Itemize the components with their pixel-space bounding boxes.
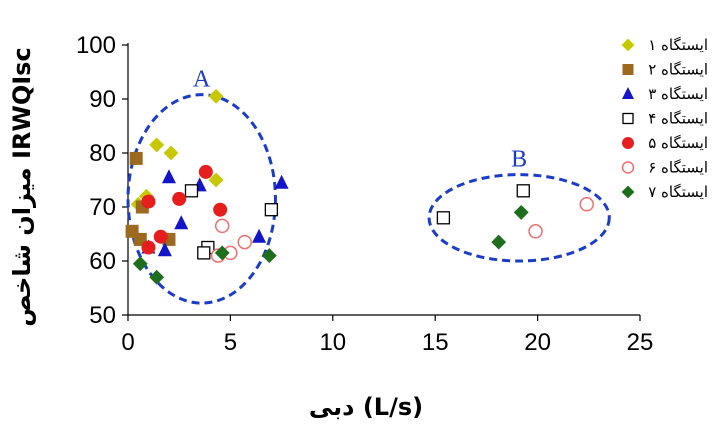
data-point-series-6 bbox=[214, 218, 230, 234]
cluster-A-label: A bbox=[193, 67, 211, 93]
y-tick-label: 90 bbox=[89, 86, 116, 113]
data-point-series-1 bbox=[149, 137, 165, 153]
data-point-series-6 bbox=[528, 224, 543, 239]
data-point-series-5 bbox=[172, 191, 187, 206]
legend-marker-1 bbox=[621, 38, 635, 52]
y-tick-label: 70 bbox=[89, 194, 116, 221]
legend-label-4: ایستگاه ۴ bbox=[648, 110, 708, 128]
data-point-series-7 bbox=[132, 256, 148, 272]
cluster-A-ellipse bbox=[126, 93, 277, 305]
x-tick-label: 0 bbox=[121, 329, 134, 356]
legend-marker-7 bbox=[621, 185, 635, 199]
x-axis-title: دبی (L/s) bbox=[309, 393, 423, 421]
x-tick-label: 5 bbox=[224, 329, 237, 356]
data-point-series-7 bbox=[513, 204, 529, 220]
y-tick-label: 50 bbox=[89, 302, 116, 329]
data-point-series-5 bbox=[141, 194, 156, 209]
data-point-series-2 bbox=[129, 151, 143, 165]
data-point-series-3 bbox=[274, 174, 289, 189]
y-axis-title: میزان شاخص IRWQIsc bbox=[8, 47, 36, 326]
data-point-series-4 bbox=[436, 211, 451, 225]
x-tick-label: 15 bbox=[422, 329, 449, 356]
data-point-series-4 bbox=[516, 184, 530, 198]
data-point-series-6 bbox=[237, 234, 252, 250]
legend-marker-3 bbox=[622, 87, 634, 99]
x-tick-label: 25 bbox=[627, 329, 654, 356]
legend-marker-2 bbox=[622, 64, 634, 75]
legend: ایستگاه ۱ ایستگاه ۲ ایستگاه ۳ ایستگاه ۴ ایست… bbox=[621, 36, 708, 201]
legend-label-6: ایستگاه ۶ bbox=[648, 159, 708, 177]
data-point-series-5 bbox=[141, 240, 156, 255]
data-point-series-3 bbox=[161, 169, 176, 184]
data-point-series-5 bbox=[198, 164, 213, 179]
legend-marker-6 bbox=[621, 161, 635, 174]
legend-marker-4 bbox=[622, 112, 634, 125]
data-point-series-4 bbox=[264, 203, 279, 217]
data-point-series-5 bbox=[153, 229, 168, 244]
data-point-series-4 bbox=[197, 246, 211, 260]
x-tick-label: 20 bbox=[524, 329, 551, 356]
data-point-series-7 bbox=[149, 269, 165, 285]
data-point-series-5 bbox=[213, 202, 228, 217]
legend-label-1: ایستگاه ۱ bbox=[648, 36, 708, 54]
data-point-series-3 bbox=[252, 228, 267, 243]
data-point-series-4 bbox=[184, 184, 199, 198]
data-point-series-1 bbox=[163, 145, 179, 161]
cluster-B-label: B bbox=[511, 147, 527, 173]
x-tick-label: 10 bbox=[319, 329, 346, 356]
legend-label-3: ایستگاه ۳ bbox=[648, 85, 708, 103]
data-point-series-3 bbox=[174, 215, 189, 230]
y-tick-label: 60 bbox=[89, 248, 116, 275]
y-tick-label: 80 bbox=[89, 140, 116, 167]
data-point-series-7 bbox=[491, 234, 507, 250]
y-tick-label: 100 bbox=[76, 32, 116, 59]
legend-label-5: ایستگاه ۵ bbox=[648, 134, 708, 152]
data-point-series-7 bbox=[214, 245, 230, 261]
data-point-series-1 bbox=[208, 88, 224, 104]
data-point-series-1 bbox=[208, 172, 224, 188]
data-point-series-3 bbox=[157, 242, 172, 257]
legend-label-2: ایستگاه ۲ bbox=[648, 61, 708, 79]
cluster-B-ellipse bbox=[427, 173, 611, 263]
data-point-series-6 bbox=[579, 197, 595, 212]
legend-label-7: ایستگاه ۷ bbox=[648, 183, 708, 201]
data-point-series-7 bbox=[261, 248, 277, 264]
legend-marker-5 bbox=[622, 137, 634, 149]
